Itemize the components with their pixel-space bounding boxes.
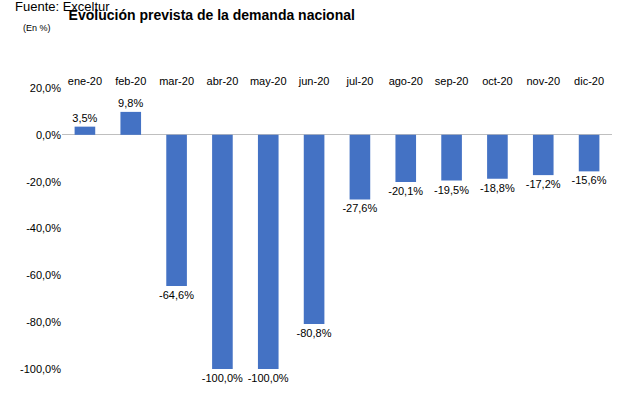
svg-text:oct-20: oct-20 <box>482 75 513 87</box>
svg-text:-20,0%: -20,0% <box>26 176 61 188</box>
svg-text:-100,0%: -100,0% <box>20 363 61 375</box>
svg-text:-27,6%: -27,6% <box>342 202 377 214</box>
svg-text:-80,8%: -80,8% <box>297 327 332 339</box>
svg-text:-100,0%: -100,0% <box>202 372 243 384</box>
svg-text:20,0%: 20,0% <box>30 82 61 94</box>
svg-text:abr-20: abr-20 <box>207 75 239 87</box>
svg-text:-19,5%: -19,5% <box>434 184 469 196</box>
svg-text:ene-20: ene-20 <box>68 75 102 87</box>
svg-text:mar-20: mar-20 <box>159 75 194 87</box>
svg-text:Evolución prevista de la deman: Evolución prevista de la demanda naciona… <box>69 7 355 23</box>
svg-text:jul-20: jul-20 <box>345 75 373 87</box>
svg-text:-64,6%: -64,6% <box>159 289 194 301</box>
svg-text:-20,1%: -20,1% <box>388 185 423 197</box>
svg-text:feb-20: feb-20 <box>115 75 146 87</box>
svg-text:-40,0%: -40,0% <box>26 222 61 234</box>
svg-text:-80,0%: -80,0% <box>26 316 61 328</box>
svg-text:sep-20: sep-20 <box>435 75 469 87</box>
svg-text:jun-20: jun-20 <box>298 75 330 87</box>
svg-text:-15,6%: -15,6% <box>572 174 607 186</box>
svg-text:-17,2%: -17,2% <box>526 178 561 190</box>
svg-text:dic-20: dic-20 <box>574 75 604 87</box>
svg-text:Fuente: Exceltur: Fuente: Exceltur <box>15 0 110 14</box>
svg-text:0,0%: 0,0% <box>36 129 61 141</box>
svg-text:may-20: may-20 <box>250 75 287 87</box>
svg-text:nov-20: nov-20 <box>526 75 560 87</box>
svg-text:-60,0%: -60,0% <box>26 269 61 281</box>
svg-text:-18,8%: -18,8% <box>480 182 515 194</box>
svg-text:-100,0%: -100,0% <box>248 372 289 384</box>
svg-text:ago-20: ago-20 <box>389 75 423 87</box>
svg-text:3,5%: 3,5% <box>72 112 97 124</box>
svg-text:9,8%: 9,8% <box>118 97 143 109</box>
svg-text:(En %): (En %) <box>23 23 51 33</box>
